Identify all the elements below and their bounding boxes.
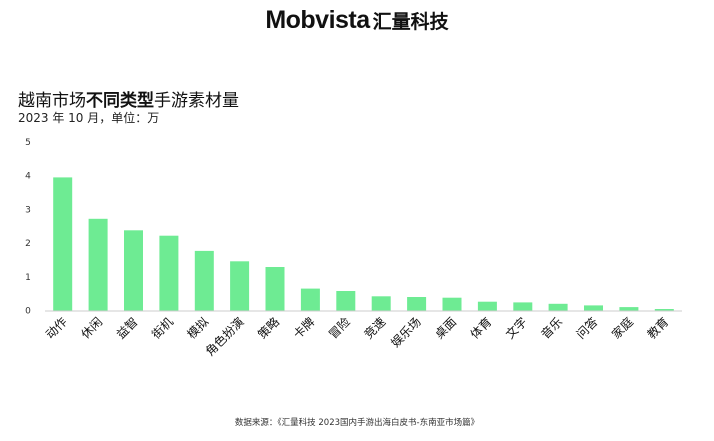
x-tick-label: 益智	[113, 314, 141, 342]
bar	[513, 302, 533, 311]
bar	[584, 305, 603, 311]
x-tick-label: 问答	[573, 314, 601, 342]
x-tick-label: 动作	[43, 315, 70, 342]
bar	[654, 309, 674, 311]
logo-brand: Mobvista	[265, 6, 370, 34]
bar	[265, 267, 285, 311]
bar	[194, 250, 214, 311]
chart-title: 越南市场不同类型手游素材量	[18, 86, 239, 111]
x-tick-label: 冒险	[325, 314, 353, 342]
y-tick-label: 5	[25, 138, 31, 148]
y-tick-label: 2	[25, 239, 31, 249]
source-note: 数据来源：《汇量科技 2023国内手游出海白皮书-东南亚市场篇》	[234, 418, 480, 428]
bar	[53, 177, 73, 311]
x-tick-label: 街机	[149, 315, 176, 342]
bar	[88, 218, 108, 311]
x-tick-label: 音乐	[538, 314, 566, 342]
x-tick-label: 体育	[467, 314, 495, 342]
x-tick-label: 休闲	[78, 315, 105, 342]
bar	[159, 235, 179, 311]
x-tick-label: 文字	[502, 314, 530, 342]
x-tick-label: 竞速	[361, 315, 388, 342]
y-axis: 0 1 2 3 4 5	[25, 138, 682, 317]
bar	[336, 291, 356, 311]
bar	[407, 297, 427, 311]
bar	[442, 297, 462, 311]
bars-group	[53, 177, 674, 311]
x-tick-label: 家庭	[608, 314, 636, 342]
x-tick-label: 角色扮演	[202, 314, 247, 359]
chart-title-part3: 手游素材量	[154, 91, 239, 111]
bar	[371, 296, 391, 311]
x-tick-label: 策略	[255, 314, 283, 342]
y-tick-label: 4	[25, 172, 31, 182]
bar	[619, 307, 639, 311]
x-tick-label: 娱乐场	[388, 315, 423, 350]
chart-subtitle: 2023 年 10 月，单位：万	[18, 111, 160, 125]
bar	[124, 230, 143, 311]
x-tick-label: 模拟	[184, 315, 211, 342]
y-tick-label: 3	[25, 205, 31, 215]
chart-title-part1: 越南市场	[18, 91, 86, 111]
x-tick-label: 卡牌	[291, 315, 318, 342]
bar	[230, 261, 250, 311]
bar	[548, 303, 568, 311]
x-tick-label: 桌面	[432, 315, 459, 342]
bar	[477, 301, 497, 311]
chart-title-part2: 不同类型	[86, 91, 154, 111]
logo: Mobvista 汇量科技	[0, 6, 714, 35]
bar	[300, 288, 320, 311]
y-tick-label: 0	[25, 307, 31, 317]
y-tick-label: 1	[25, 273, 31, 283]
logo-brand-cn: 汇量科技	[372, 11, 449, 33]
x-tick-label: 教育	[644, 314, 672, 342]
